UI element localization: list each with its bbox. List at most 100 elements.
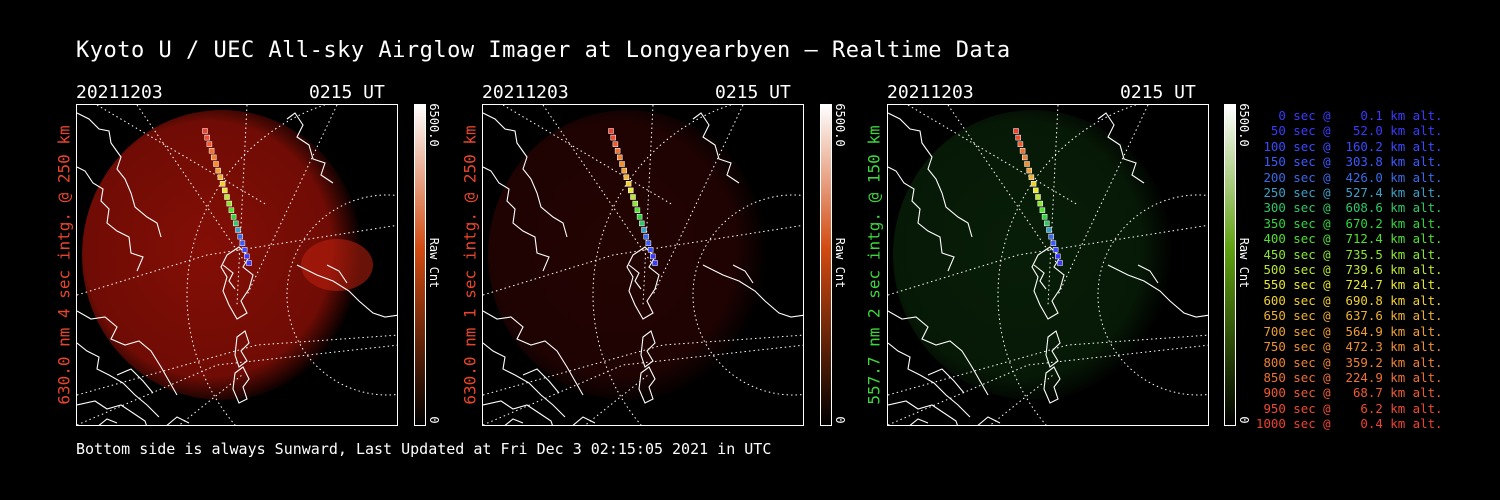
coastline bbox=[927, 368, 965, 394]
panel-1-colorbar-unit: Raw Cnt bbox=[427, 237, 441, 289]
all-sky-map-3 bbox=[888, 105, 1208, 425]
coastline bbox=[1043, 366, 1061, 404]
trajectory-point bbox=[230, 214, 237, 220]
panel-2-colorbar-min: 0 bbox=[833, 416, 847, 424]
trajectory-legend-item: 1000 sec @ 0.4 km alt. bbox=[1256, 416, 1443, 432]
all-sky-map-1 bbox=[77, 105, 397, 425]
panel-3-date: 20211203 bbox=[887, 82, 974, 103]
trajectory-point bbox=[241, 247, 248, 253]
coastline bbox=[977, 416, 1001, 425]
trajectory-legend-item: 900 sec @ 68.7 km alt. bbox=[1256, 385, 1443, 401]
trajectory-legend-item: 500 sec @ 739.6 km alt. bbox=[1256, 262, 1443, 278]
trajectory-point bbox=[1046, 227, 1052, 233]
trajectory-point bbox=[1030, 181, 1037, 187]
coastline bbox=[888, 166, 955, 272]
trajectory-legend-item: 350 sec @ 670.2 km alt. bbox=[1256, 215, 1443, 231]
grid-line bbox=[77, 224, 397, 296]
grid-line bbox=[77, 344, 397, 425]
trajectory-point bbox=[1052, 247, 1059, 253]
grid-line bbox=[483, 344, 803, 425]
trajectory-point bbox=[1041, 214, 1048, 220]
trajectory-point bbox=[233, 220, 239, 227]
grid-line bbox=[642, 105, 654, 306]
panel-3-time: 0215 UT bbox=[1120, 82, 1196, 103]
grid-line bbox=[136, 105, 248, 266]
grid-line bbox=[1047, 105, 1059, 306]
coastline bbox=[483, 112, 568, 238]
trajectory-point bbox=[1039, 207, 1046, 213]
panel-1-image bbox=[76, 104, 398, 426]
trajectory-legend-item: 50 sec @ 52.0 km alt. bbox=[1256, 123, 1443, 139]
coastline bbox=[232, 366, 250, 404]
panel-1-date: 20211203 bbox=[76, 82, 163, 103]
coastline bbox=[483, 400, 553, 425]
coastline bbox=[166, 416, 190, 425]
page-title: Kyoto U / UEC All-sky Airglow Imager at … bbox=[76, 38, 1011, 63]
trajectory-point bbox=[630, 194, 636, 200]
trajectory-legend-item: 750 sec @ 472.3 km alt. bbox=[1256, 339, 1443, 355]
trajectory-point bbox=[1028, 174, 1035, 180]
coastline bbox=[98, 418, 118, 425]
grid-line bbox=[947, 105, 1059, 266]
coastline bbox=[732, 264, 754, 284]
panel-2-ylabel: 630.0 nm 1 sec intg. @ 250 km bbox=[460, 125, 480, 405]
trajectory-legend-item: 550 sec @ 724.7 km alt. bbox=[1256, 277, 1443, 293]
trajectory-point bbox=[1035, 194, 1041, 200]
panel-2-colorbar-unit: Raw Cnt bbox=[833, 237, 847, 289]
trajectory-point bbox=[213, 161, 219, 167]
coastline bbox=[77, 166, 144, 272]
coastline bbox=[909, 418, 929, 425]
trajectory-legend-item: 150 sec @ 303.8 km alt. bbox=[1256, 154, 1443, 170]
coastline bbox=[522, 368, 560, 394]
grid-line bbox=[502, 105, 674, 206]
trajectory-legend-item: 0 sec @ 0.1 km alt. bbox=[1256, 108, 1443, 123]
trajectory-point bbox=[1055, 253, 1061, 260]
trajectory-point bbox=[639, 220, 645, 227]
coastline bbox=[628, 264, 642, 290]
trajectory-point bbox=[647, 247, 654, 253]
coastline bbox=[638, 366, 656, 404]
trajectory-point bbox=[634, 207, 641, 213]
trajectory-point bbox=[617, 154, 623, 161]
trajectory-point bbox=[202, 128, 208, 134]
trajectory-legend: 0 sec @ 0.1 km alt. 50 sec @ 52.0 km alt… bbox=[1256, 108, 1443, 432]
coastline bbox=[222, 264, 236, 290]
panel-1-time: 0215 UT bbox=[309, 82, 385, 103]
coastline bbox=[888, 112, 973, 238]
trajectory-point bbox=[628, 187, 634, 194]
coastline bbox=[116, 368, 154, 394]
all-sky-map-2 bbox=[483, 105, 803, 425]
trajectory-legend-item: 200 sec @ 426.0 km alt. bbox=[1256, 169, 1443, 185]
grid-line bbox=[888, 344, 1208, 425]
coastline bbox=[77, 400, 147, 425]
trajectory-point bbox=[625, 181, 632, 187]
trajectory-point bbox=[621, 167, 627, 174]
airglow-hotspot bbox=[301, 239, 373, 291]
coastline bbox=[286, 112, 334, 184]
trajectory-point bbox=[1033, 187, 1039, 194]
trajectory-point bbox=[219, 181, 226, 187]
grid-line bbox=[989, 374, 1054, 425]
trajectory-point bbox=[246, 260, 252, 266]
panel-3-colorbar-unit: Raw Cnt bbox=[1237, 237, 1251, 289]
trajectory-point bbox=[641, 227, 647, 233]
trajectory-point bbox=[652, 260, 658, 266]
airglow-emission bbox=[82, 110, 362, 400]
grid-line bbox=[584, 374, 649, 425]
trajectory-legend-item: 700 sec @ 564.9 km alt. bbox=[1256, 323, 1443, 339]
panel-3-image bbox=[887, 104, 1209, 426]
trajectory-point bbox=[1057, 260, 1063, 266]
panel-3-colorbar-max: 6500.0 bbox=[1237, 103, 1251, 147]
panel-3-colorbar-min: 0 bbox=[1237, 416, 1251, 424]
trajectory-point bbox=[215, 167, 221, 174]
trajectory-point bbox=[1017, 141, 1024, 147]
coastline bbox=[572, 416, 596, 425]
trajectory-point bbox=[643, 233, 649, 240]
coastline bbox=[483, 310, 584, 396]
trajectory-point bbox=[1026, 167, 1032, 174]
trajectory-legend-item: 400 sec @ 712.4 km alt. bbox=[1256, 231, 1443, 247]
trajectory-point bbox=[226, 200, 232, 207]
coastline bbox=[483, 342, 566, 418]
coastline bbox=[234, 330, 250, 368]
coastline bbox=[77, 310, 178, 396]
